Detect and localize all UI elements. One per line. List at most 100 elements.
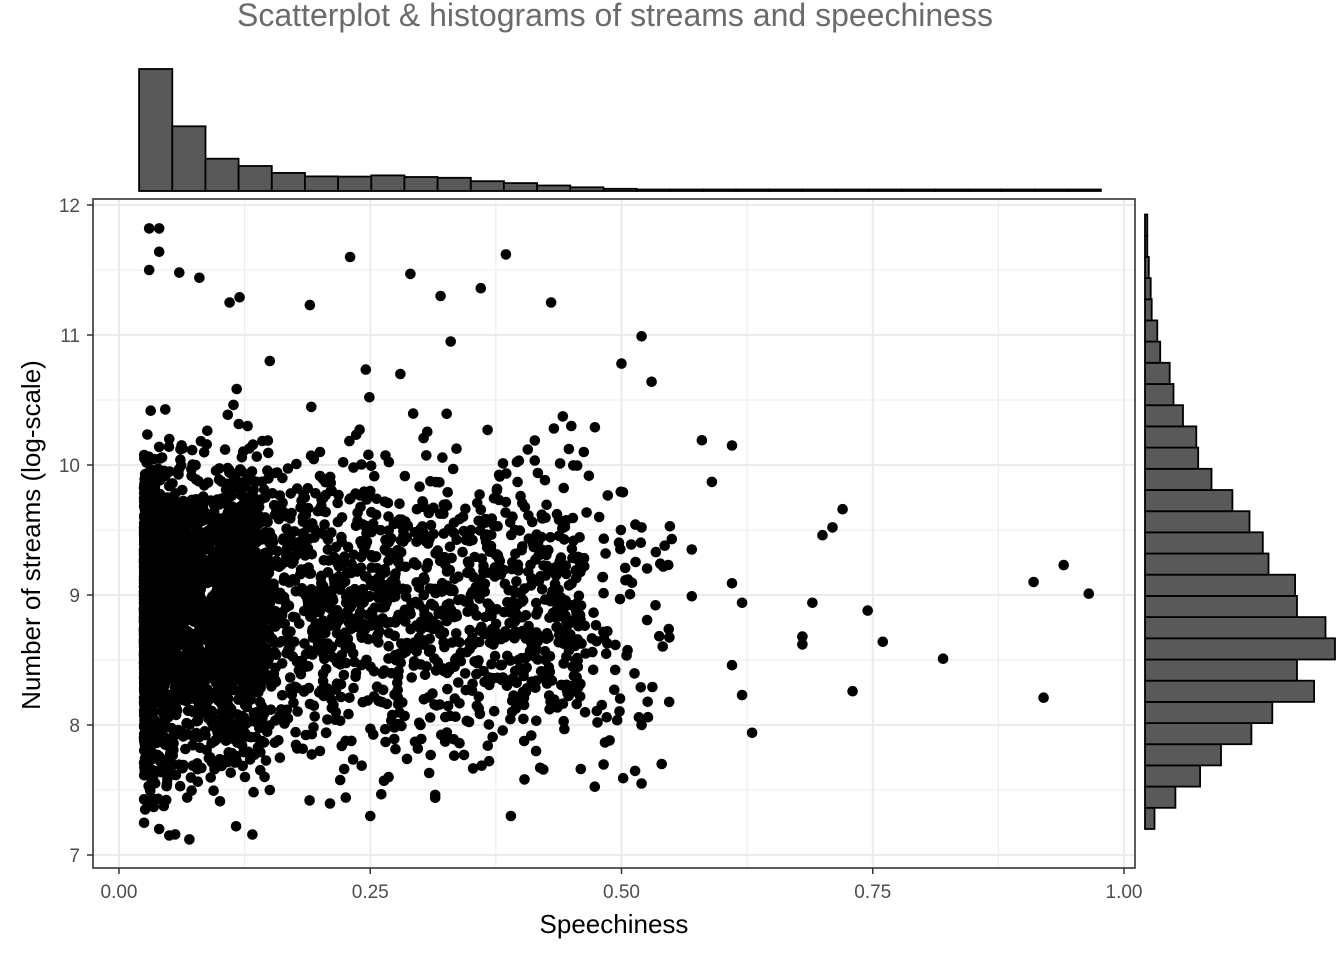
scatter-point — [305, 568, 317, 579]
scatter-point — [306, 749, 318, 760]
scatter-point — [534, 762, 546, 774]
scatter-point — [378, 775, 390, 787]
scatter-point — [194, 689, 205, 700]
scatter-point — [686, 544, 698, 555]
scatter-point — [231, 383, 242, 395]
histogram-bar-right — [1144, 361, 1171, 385]
scatter-point — [185, 772, 197, 783]
scatter-point — [439, 736, 451, 747]
scatter-point — [614, 693, 626, 704]
scatter-point — [224, 643, 235, 655]
scatter-point — [483, 755, 495, 767]
scatter-point — [620, 575, 631, 586]
scatter-point — [278, 534, 289, 546]
scatter-point — [339, 576, 351, 587]
scatter-point — [525, 627, 536, 638]
scatter-point — [515, 628, 527, 640]
scatter-point — [598, 632, 610, 644]
scatter-point — [451, 534, 463, 546]
scatter-point — [186, 594, 197, 606]
scatter-point — [148, 631, 159, 643]
scatter-point — [541, 499, 552, 511]
scatter-point — [483, 719, 495, 730]
histogram-bar-right — [1144, 679, 1316, 703]
scatter-point — [609, 664, 621, 676]
histogram-bar-top — [536, 184, 572, 192]
scatter-point — [291, 458, 302, 470]
scatter-point — [160, 615, 171, 627]
scatter-point — [168, 671, 179, 683]
scatter-point — [370, 551, 382, 562]
scatter-point — [143, 264, 155, 276]
scatter-point — [167, 537, 178, 548]
scatter-point — [188, 663, 200, 674]
histogram-bar-top — [668, 188, 704, 192]
scatter-point — [558, 715, 569, 727]
scatter-point — [164, 830, 175, 841]
scatter-point — [241, 583, 253, 594]
scatter-point — [449, 610, 460, 621]
histogram-bar-top — [867, 188, 903, 192]
scatter-point — [186, 494, 198, 506]
scatter-point — [593, 511, 605, 523]
scatter-point — [322, 544, 334, 555]
scatter-point — [269, 637, 281, 649]
scatter-point — [636, 522, 647, 533]
scatter-point — [706, 476, 718, 488]
scatter-point — [548, 423, 560, 434]
scatter-point — [348, 682, 359, 694]
scatter-point — [464, 643, 476, 655]
histogram-bar-right — [1144, 764, 1201, 788]
scatter-point — [647, 681, 658, 693]
histogram-bar-right — [1144, 404, 1184, 428]
scatter-point — [539, 474, 551, 486]
scatter-point — [189, 530, 201, 541]
scatter-point — [184, 834, 195, 845]
scatter-point — [529, 455, 541, 466]
scatter-point — [330, 706, 342, 718]
scatter-point — [430, 476, 442, 488]
scatter-point — [568, 670, 580, 682]
scatter-point — [180, 585, 192, 597]
scatter-point — [177, 484, 188, 496]
scatter-point — [343, 708, 354, 720]
scatter-point — [552, 564, 564, 576]
scatter-point — [354, 490, 366, 501]
scatter-point — [272, 545, 283, 557]
scatter-point — [221, 542, 232, 553]
scatter-point — [415, 524, 426, 536]
scatter-point — [188, 631, 200, 643]
scatter-point — [164, 433, 175, 445]
scatter-point — [471, 700, 483, 712]
scatter-point — [635, 682, 647, 693]
scatter-point — [214, 589, 225, 601]
scatter-point — [405, 268, 416, 280]
scatter-point — [198, 480, 210, 491]
scatter-point — [176, 566, 188, 577]
histogram-bar-top — [502, 182, 538, 192]
scatter-point — [486, 529, 497, 540]
scatter-point — [187, 459, 198, 470]
scatter-point — [686, 591, 698, 602]
scatter-point — [435, 628, 446, 640]
scatter-point — [194, 654, 205, 666]
scatter-point — [306, 518, 318, 529]
y-tick-label: 8 — [69, 716, 80, 737]
scatter-point — [295, 668, 307, 680]
scatter-point — [407, 408, 419, 419]
scatter-point — [216, 713, 227, 725]
scatter-point — [236, 466, 248, 477]
scatter-point — [297, 511, 309, 523]
scatter-point — [260, 526, 271, 538]
scatter-point — [197, 515, 209, 526]
scatter-point — [294, 655, 306, 667]
scatter-point — [485, 544, 497, 555]
histogram-bar-top — [403, 176, 439, 192]
scatter-point — [601, 712, 612, 723]
scatter-point — [156, 508, 167, 519]
scatter-point — [664, 521, 676, 532]
scatter-point — [499, 578, 511, 590]
scatter-point — [535, 666, 547, 677]
scatter-point — [153, 246, 165, 258]
scatter-point — [442, 487, 454, 498]
